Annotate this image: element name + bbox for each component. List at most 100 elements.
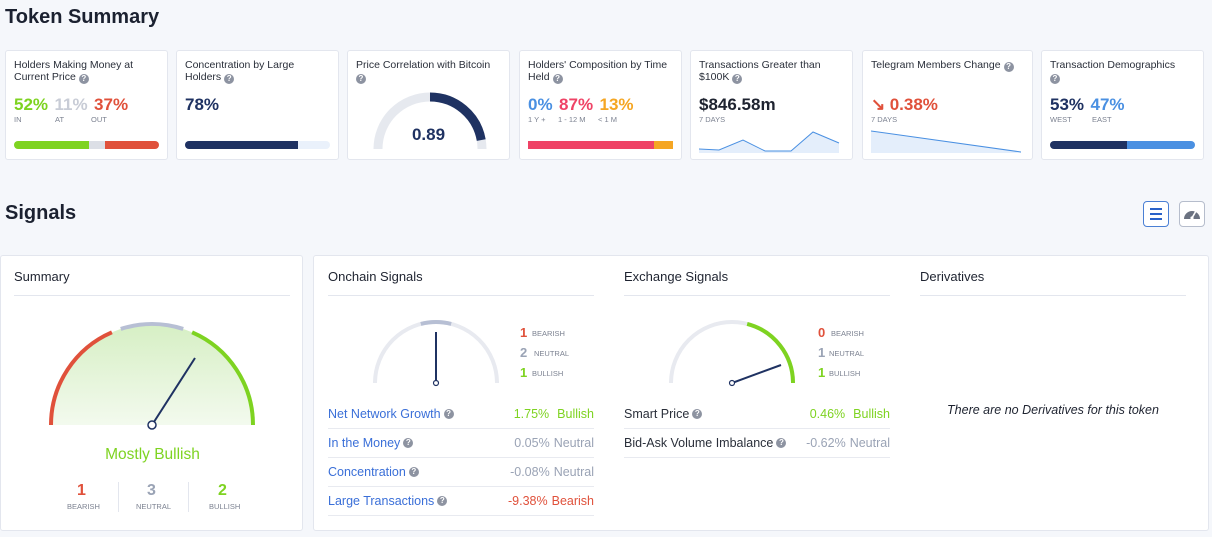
question-icon[interactable]: ? <box>692 409 703 419</box>
question-icon[interactable]: ? <box>224 74 235 84</box>
exchange-row-bid-ask-imbalance[interactable]: Bid-Ask Volume Imbalance? -0.62% Neutral <box>624 429 890 458</box>
divider <box>118 482 119 512</box>
comp-1-12m-label: 1 - 12 M <box>558 115 586 124</box>
gauge-bullish-arc <box>746 321 795 384</box>
gauge-bearish-arc <box>49 330 113 426</box>
signal-label[interactable]: Bid-Ask Volume Imbalance <box>624 436 774 450</box>
card-title: Price Correlation with Bitcoin <box>356 59 491 71</box>
card-title: Transaction Demographics <box>1050 59 1176 71</box>
question-icon[interactable]: ? <box>1050 74 1060 84</box>
summary-panel: Summary Mostly Bullish 1 BEARISH 3 NEUTR… <box>0 255 303 531</box>
signal-label[interactable]: Smart Price <box>624 407 690 421</box>
divider <box>920 295 1186 296</box>
correlation-gauge <box>373 92 487 150</box>
signal-value: -9.38% <box>508 494 548 508</box>
question-icon[interactable]: ? <box>356 74 366 84</box>
signal-status: Bearish <box>551 494 594 508</box>
onchain-neutral-count: 2 <box>520 345 528 360</box>
gauge-view-button[interactable] <box>1179 201 1205 227</box>
question-icon[interactable]: ? <box>732 74 743 84</box>
comp-1m-label: < 1 M <box>598 115 617 124</box>
signals-title: Signals <box>5 202 77 224</box>
demographics-bar <box>1050 141 1195 149</box>
question-icon[interactable]: ? <box>1003 62 1014 72</box>
question-icon[interactable]: ? <box>437 496 448 506</box>
comp-1-12m-segment <box>528 141 655 149</box>
signal-value: 0.46% <box>809 407 846 421</box>
summary-bearish-label: BEARISH <box>67 502 100 511</box>
card-title: Telegram Members Change <box>871 59 1001 71</box>
card-title: Concentration by Large Holders <box>185 59 295 83</box>
list-view-button[interactable] <box>1143 201 1169 227</box>
signal-value: 1.75% <box>513 407 550 421</box>
transactions-sparkline <box>699 131 840 153</box>
at-value: 11% <box>54 95 88 114</box>
gauge-track <box>669 320 795 384</box>
gauge-fill <box>429 92 486 142</box>
onchain-row-large-transactions[interactable]: Large Transactions? -9.38% Bearish <box>328 487 594 516</box>
signal-label[interactable]: Large Transactions <box>328 494 435 508</box>
exchange-neutral-count: 1 <box>818 345 826 360</box>
east-segment <box>1126 141 1195 149</box>
summary-verdict: Mostly Bullish <box>105 446 200 463</box>
question-icon[interactable]: ? <box>78 74 89 84</box>
west-label: WEST <box>1050 115 1072 124</box>
card-title: Holders Making Money at Current Price <box>14 59 134 83</box>
question-icon[interactable]: ? <box>403 438 414 448</box>
onchain-title: Onchain Signals <box>328 269 423 284</box>
out-segment <box>105 141 159 149</box>
signal-status: Bullish <box>557 407 594 421</box>
summary-gauge <box>49 321 255 430</box>
summary-bullish-count: 2 <box>218 482 227 499</box>
card-telegram-members: Telegram Members Change? ↘ 0.38% 7 DAYS <box>862 50 1033 160</box>
west-segment <box>1050 141 1127 149</box>
signal-status: Neutral <box>849 436 890 450</box>
signal-value: -0.08% <box>510 465 550 479</box>
telegram-sparkline <box>871 130 1021 153</box>
exchange-row-smart-price[interactable]: Smart Price? 0.46% Bullish <box>624 400 890 429</box>
onchain-row-concentration[interactable]: Concentration? -0.08% Neutral <box>328 458 594 487</box>
gauge-neutral-arc <box>420 320 452 326</box>
question-icon[interactable]: ? <box>552 74 563 84</box>
holders-money-bar <box>14 141 159 149</box>
in-label: IN <box>14 115 22 124</box>
token-summary-title: Token Summary <box>5 6 160 28</box>
signal-label[interactable]: In the Money <box>328 436 401 450</box>
gauge-needle <box>731 364 782 384</box>
exchange-gauge <box>669 320 795 387</box>
exchange-bullish-count: 1 <box>818 365 826 380</box>
east-value: 47% <box>1090 95 1125 114</box>
question-icon[interactable]: ? <box>408 467 419 477</box>
exchange-title: Exchange Signals <box>624 269 729 284</box>
card-title: Holders' Composition by Time Held <box>528 59 668 83</box>
concentration-bar <box>185 141 330 149</box>
transactions-value: $846.58m <box>699 95 776 114</box>
sparkline-line <box>699 131 840 152</box>
exchange-bullish-label: BULLISH <box>829 369 861 378</box>
signal-status: Neutral <box>553 436 594 450</box>
gauge-icon <box>1184 210 1200 220</box>
telegram-value: 0.38% <box>889 95 938 114</box>
summary-bullish-label: BULLISH <box>209 502 241 511</box>
at-segment <box>89 141 106 149</box>
signal-label[interactable]: Net Network Growth <box>328 407 441 421</box>
east-label: EAST <box>1092 115 1112 124</box>
signal-status: Bullish <box>853 407 890 421</box>
card-title: Transactions Greater than $100K <box>699 59 821 83</box>
question-icon[interactable]: ? <box>776 438 787 448</box>
onchain-bearish-count: 1 <box>520 325 528 340</box>
down-arrow-icon: ↘ <box>871 95 886 114</box>
gauge-bullish-arc <box>191 330 255 426</box>
signal-value: -0.62% <box>806 436 846 450</box>
signal-label[interactable]: Concentration <box>328 465 406 479</box>
question-icon[interactable]: ? <box>443 409 454 419</box>
card-large-transactions: Transactions Greater than $100K? $846.58… <box>690 50 853 160</box>
onchain-row-in-the-money[interactable]: In the Money? 0.05% Neutral <box>328 429 594 458</box>
card-price-correlation: Price Correlation with Bitcoin? 0.89 <box>347 50 510 160</box>
onchain-row-net-network-growth[interactable]: Net Network Growth? 1.75% Bullish <box>328 400 594 429</box>
onchain-bullish-label: BULLISH <box>532 369 564 378</box>
divider <box>188 482 189 512</box>
comp-1y-label: 1 Y + <box>528 115 546 124</box>
onchain-gauge <box>373 320 499 387</box>
gauge-pivot <box>432 379 440 387</box>
